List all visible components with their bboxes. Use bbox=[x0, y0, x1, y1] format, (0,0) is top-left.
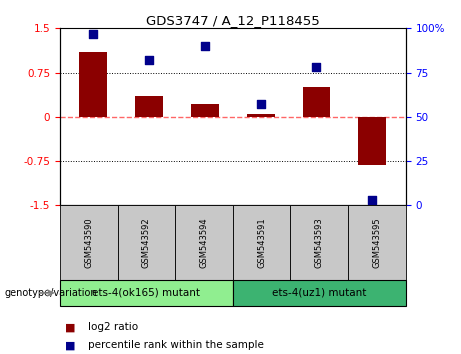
Point bbox=[146, 57, 153, 63]
Point bbox=[257, 102, 264, 107]
Point bbox=[90, 31, 97, 36]
Text: genotype/variation: genotype/variation bbox=[5, 288, 97, 298]
Text: ■: ■ bbox=[65, 340, 75, 350]
Bar bbox=[79, 52, 107, 117]
Text: ets-4(uz1) mutant: ets-4(uz1) mutant bbox=[272, 288, 366, 298]
Text: GSM543594: GSM543594 bbox=[200, 217, 208, 268]
Bar bbox=[247, 114, 275, 117]
Point bbox=[201, 43, 209, 49]
Title: GDS3747 / A_12_P118455: GDS3747 / A_12_P118455 bbox=[146, 14, 319, 27]
Text: GSM543590: GSM543590 bbox=[84, 217, 93, 268]
Text: GSM543595: GSM543595 bbox=[372, 217, 381, 268]
Bar bbox=[358, 117, 386, 165]
Bar bbox=[191, 104, 219, 117]
Point bbox=[368, 197, 376, 203]
Text: GSM543592: GSM543592 bbox=[142, 217, 151, 268]
Text: ets-4(ok165) mutant: ets-4(ok165) mutant bbox=[92, 288, 201, 298]
Point bbox=[313, 64, 320, 70]
Text: percentile rank within the sample: percentile rank within the sample bbox=[88, 340, 264, 350]
Bar bbox=[135, 96, 163, 117]
Text: GSM543593: GSM543593 bbox=[315, 217, 324, 268]
Bar bbox=[302, 87, 331, 117]
Text: ■: ■ bbox=[65, 322, 75, 332]
Text: log2 ratio: log2 ratio bbox=[88, 322, 138, 332]
Text: GSM543591: GSM543591 bbox=[257, 217, 266, 268]
